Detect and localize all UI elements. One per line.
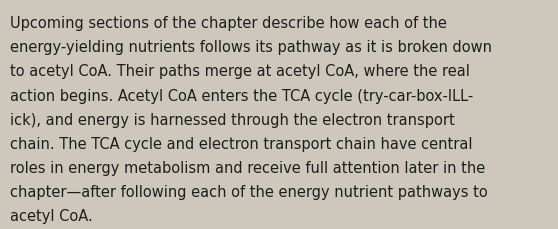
Text: acetyl CoA.: acetyl CoA. bbox=[10, 208, 93, 223]
Text: chapter—after following each of the energy nutrient pathways to: chapter—after following each of the ener… bbox=[10, 184, 488, 199]
Text: energy-yielding nutrients follows its pathway as it is broken down: energy-yielding nutrients follows its pa… bbox=[10, 40, 492, 55]
Text: chain. The TCA cycle and electron transport chain have central: chain. The TCA cycle and electron transp… bbox=[10, 136, 473, 151]
Text: roles in energy metabolism and receive full attention later in the: roles in energy metabolism and receive f… bbox=[10, 160, 485, 175]
Text: ick), and energy is harnessed through the electron transport: ick), and energy is harnessed through th… bbox=[10, 112, 455, 127]
Text: Upcoming sections of the chapter describe how each of the: Upcoming sections of the chapter describ… bbox=[10, 16, 447, 31]
Text: to acetyl CoA. Their paths merge at acetyl CoA, where the real: to acetyl CoA. Their paths merge at acet… bbox=[10, 64, 470, 79]
Text: action begins. Acetyl CoA enters the TCA cycle (try-car-box-ILL-: action begins. Acetyl CoA enters the TCA… bbox=[10, 88, 473, 103]
